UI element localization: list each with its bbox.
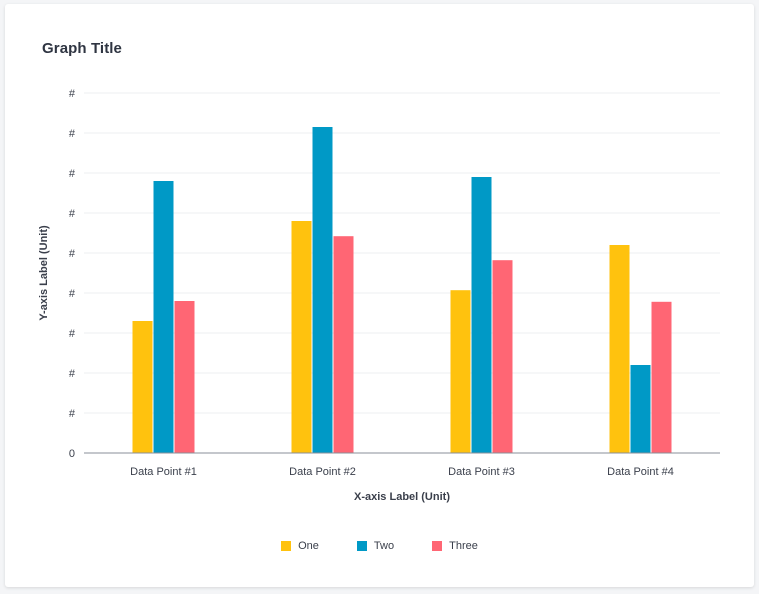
bar-three-4 (651, 301, 672, 453)
bar-chart: 0######### Data Point #1 Data Point #2 Dat… (38, 88, 720, 503)
y-axis-ticks: 0 # # # # # # # # # (69, 88, 76, 460)
x-tick-label: Data Point #4 (607, 466, 674, 478)
chart-card: Graph Title 0 # # # # # # # # # Data Point #1 Data… (5, 4, 754, 587)
legend-item-three: Three (432, 540, 478, 552)
legend-swatch (281, 541, 292, 551)
x-tick-label: Data Point #3 (448, 466, 515, 478)
bars (132, 127, 672, 453)
y-tick-label: # (69, 368, 76, 380)
bar-two-3 (471, 177, 492, 453)
chart-title: Graph Title (42, 40, 123, 57)
legend-label: Two (373, 540, 395, 552)
bar-three-1 (174, 301, 195, 453)
y-tick-label: # (69, 248, 76, 260)
y-tick-label: # (69, 88, 76, 100)
bar-two-2 (312, 127, 333, 453)
x-axis-ticks: Data Point #1 Data Point #2 Data Point #3 D… (130, 466, 674, 478)
legend-label: One (298, 540, 319, 552)
bar-one-1 (132, 321, 153, 453)
y-tick-label: # (69, 128, 76, 140)
legend-swatch (356, 541, 367, 551)
bar-three-2 (333, 236, 354, 453)
y-tick-label: # (69, 208, 76, 220)
x-tick-label: Data Point #2 (289, 466, 356, 478)
bar-one-3 (450, 290, 471, 453)
legend-swatch (432, 541, 443, 551)
bar-two-4 (630, 365, 651, 453)
y-tick-label: 0 (69, 448, 75, 460)
y-tick-label: # (69, 408, 76, 420)
legend-item-one: One (281, 540, 319, 552)
y-tick-label: # (69, 288, 76, 300)
y-axis-label: Y-axis Label (Unit) (38, 225, 50, 321)
x-tick-label: Data Point #1 (130, 466, 197, 478)
y-tick-label: # (69, 168, 76, 180)
bar-one-2 (291, 221, 312, 453)
legend-item-two: Two (356, 540, 395, 552)
legend-label: Three (449, 540, 478, 552)
y-tick-label: # (69, 328, 76, 340)
x-axis-label: X-axis Label (Unit) (354, 491, 450, 503)
bar-one-4 (609, 245, 630, 453)
bar-two-1 (153, 181, 174, 453)
legend: One Two Three (5, 540, 754, 552)
bar-three-3 (492, 260, 513, 453)
